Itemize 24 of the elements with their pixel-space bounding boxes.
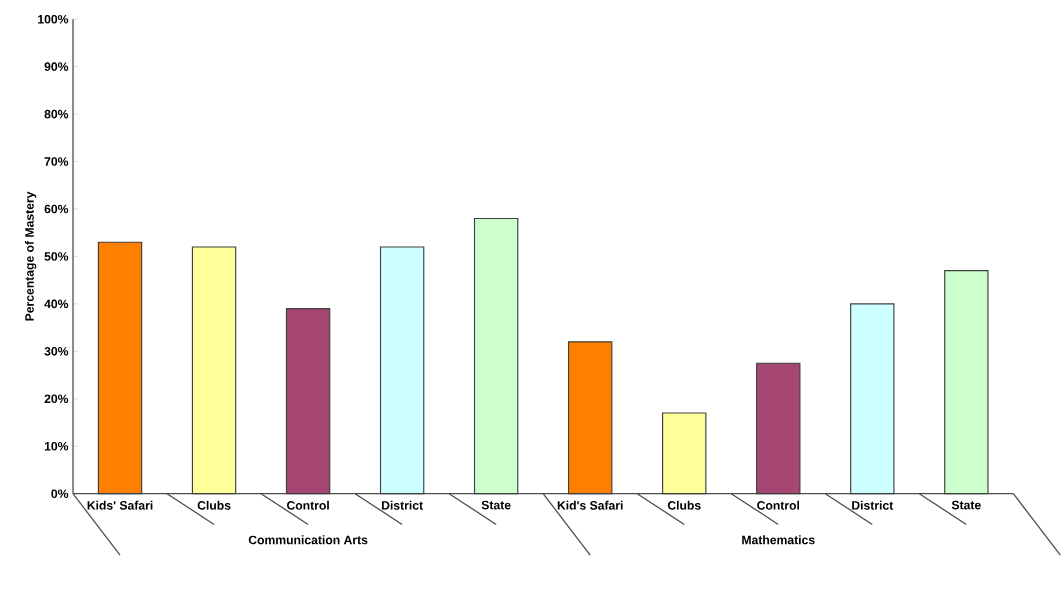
y-tick-label: 40% — [44, 299, 69, 309]
y-tick-label: 90% — [44, 62, 69, 72]
x-tick-label: Kids' Safari — [87, 501, 153, 510]
text: Mathematics — [742, 535, 815, 545]
x-tick-label: State — [481, 501, 511, 510]
y-tick-label: 10% — [44, 442, 69, 451]
y-tick-label: 20% — [44, 394, 69, 404]
x-tick-label: District — [381, 501, 423, 510]
y-tick-label: 80% — [44, 110, 69, 119]
y-tick-label: 0% — [51, 489, 69, 499]
x-tick-label: Control — [286, 501, 329, 510]
x-tick-label: State — [951, 501, 981, 510]
y-tick-label: 100% — [38, 15, 69, 24]
text: Communication Arts — [248, 535, 368, 545]
y-tick-label: 50% — [44, 252, 69, 261]
x-tick-label: Clubs — [667, 501, 701, 510]
y-axis-title: Percentage of Mastery — [24, 191, 37, 321]
y-tick-label: 30% — [44, 347, 69, 356]
x-tick-label: District — [852, 501, 894, 510]
x-tick-label: Kid's Safari — [557, 501, 623, 510]
y-tick-label: 60% — [44, 204, 69, 214]
x-tick-label: Control — [757, 501, 800, 510]
y-tick-label: 70% — [44, 157, 69, 167]
x-tick-label: Clubs — [197, 501, 231, 510]
